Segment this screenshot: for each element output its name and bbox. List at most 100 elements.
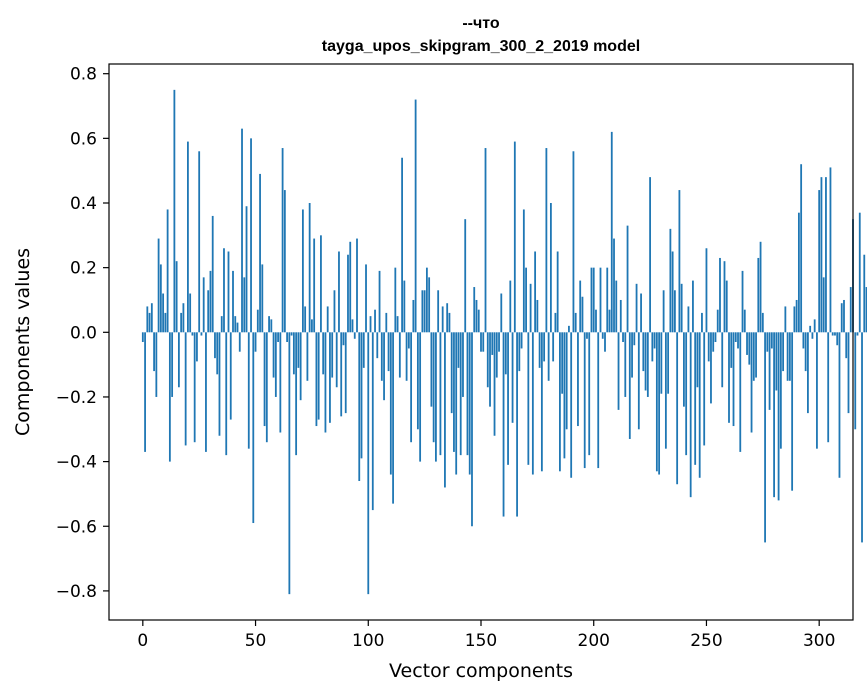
bar-303: [825, 177, 827, 333]
bar-115: [401, 157, 403, 333]
bar-104: [376, 332, 379, 359]
bar-64: [286, 332, 289, 342]
bar-136: [448, 312, 451, 333]
bar-204: [601, 332, 604, 339]
bar-132: [439, 332, 442, 456]
bar-232: [664, 332, 667, 449]
bar-34: [218, 332, 221, 436]
bar-223: [644, 332, 647, 391]
bar-225: [649, 177, 651, 333]
bar-55: [265, 332, 268, 443]
bar-88: [340, 332, 343, 417]
bar-37: [225, 332, 228, 456]
x-axis-label: Vector components: [389, 660, 573, 682]
y-tick-label: 0.6: [70, 129, 97, 149]
bar-149: [477, 309, 480, 333]
bar-89: [342, 332, 345, 346]
bar-94: [353, 332, 356, 339]
bar-131: [437, 290, 440, 333]
bar-166: [516, 332, 518, 517]
bar-298: [813, 319, 816, 333]
bar-258: [723, 261, 726, 333]
bar-23: [193, 332, 196, 443]
bar-116: [403, 280, 406, 333]
bar-67: [292, 332, 295, 375]
bar-308: [836, 332, 839, 346]
bar-150: [480, 332, 482, 352]
bar-244: [692, 280, 694, 333]
bar-56: [268, 316, 270, 333]
bar-271: [752, 332, 755, 381]
bar-75: [311, 319, 313, 333]
bar-272: [755, 332, 757, 378]
bar-261: [730, 332, 733, 368]
bar-76: [313, 238, 316, 333]
bar-40: [232, 270, 234, 333]
bar-243: [689, 332, 692, 498]
bar-130: [435, 332, 437, 462]
bar-45: [243, 277, 246, 333]
bar-172: [529, 283, 532, 333]
bar-211: [617, 332, 620, 410]
bar-152: [484, 148, 487, 333]
bar-276: [764, 332, 766, 543]
bar-301: [820, 177, 823, 333]
bar-189: [568, 325, 570, 333]
bar-250: [705, 248, 708, 333]
bar-156: [493, 332, 496, 436]
bar-226: [651, 332, 654, 362]
bar-252: [710, 332, 712, 404]
bar-43: [238, 332, 241, 352]
bar-4: [150, 303, 153, 333]
bar-8: [159, 264, 162, 333]
bar-314: [849, 287, 852, 333]
bar-231: [662, 290, 665, 333]
bar-275: [761, 312, 764, 333]
bar-126: [425, 267, 428, 333]
bar-26: [200, 332, 203, 336]
bar-290: [795, 299, 798, 333]
bar-118: [407, 332, 410, 349]
bar-155: [491, 332, 494, 355]
bar-51: [256, 309, 259, 333]
bar-185: [559, 332, 561, 472]
y-tick-label: 0.8: [70, 65, 97, 85]
bar-151: [482, 332, 485, 352]
bar-27: [202, 277, 205, 333]
bar-90: [344, 332, 347, 414]
bar-138: [453, 332, 455, 452]
bar-10: [164, 312, 167, 333]
bar-282: [777, 332, 780, 501]
bar-33: [216, 332, 219, 375]
bar-133: [441, 306, 444, 333]
bar-182: [552, 332, 555, 362]
bar-235: [671, 251, 674, 333]
bar-36: [223, 248, 225, 333]
y-axis-label: Components values: [12, 248, 34, 436]
bar-205: [604, 332, 606, 352]
bar-285: [784, 306, 787, 333]
bar-47: [247, 332, 250, 449]
bar-58: [272, 332, 275, 378]
bar-188: [565, 332, 568, 430]
bar-294: [804, 332, 807, 372]
bar-253: [712, 332, 715, 352]
bar-71: [301, 209, 304, 333]
bar-146: [471, 332, 473, 527]
bar-49: [252, 332, 255, 524]
bar-274: [759, 241, 762, 333]
bar-15: [175, 261, 178, 333]
y-tick-label: −0.8: [56, 582, 97, 602]
bar-299: [816, 332, 818, 449]
bar-259: [725, 280, 728, 333]
bar-39: [229, 332, 232, 420]
bar-176: [538, 332, 541, 368]
bar-140: [457, 332, 460, 368]
bar-117: [405, 332, 408, 381]
x-tick-label: 50: [245, 631, 267, 651]
bar-305: [829, 167, 832, 333]
bar-175: [536, 299, 539, 333]
bar-245: [694, 332, 697, 465]
bar-248: [701, 312, 703, 333]
